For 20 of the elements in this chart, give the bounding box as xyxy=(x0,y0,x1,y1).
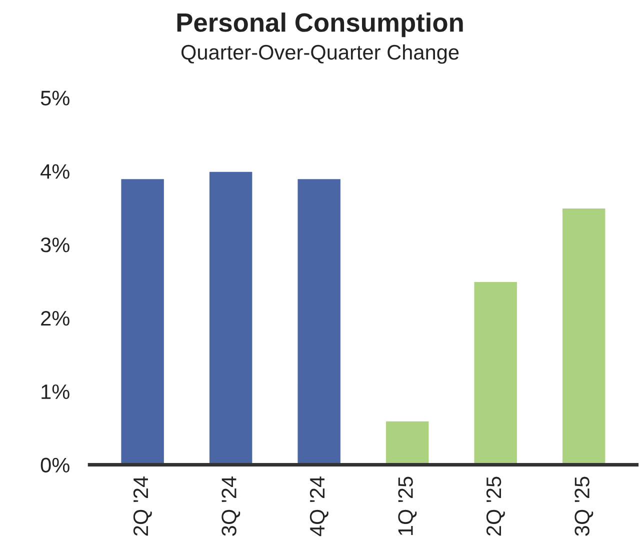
bar xyxy=(120,178,166,465)
y-tick-label: 5% xyxy=(40,90,70,106)
bar xyxy=(208,170,254,465)
x-tick-label: 3Q '25 xyxy=(574,476,594,536)
y-tick-label: 4% xyxy=(40,164,70,179)
bar xyxy=(384,420,430,465)
x-tick-label: 4Q '24 xyxy=(310,476,328,536)
x-tick-label: 1Q '25 xyxy=(398,476,417,536)
x-tick-label: 2Q '24 xyxy=(133,476,152,536)
y-tick-label: 2% xyxy=(41,310,70,326)
bar xyxy=(561,207,607,465)
x-tick-label: 3Q '24 xyxy=(222,476,240,536)
chart-subtitle: Quarter-Over-Quarter Change xyxy=(181,44,459,64)
x-tick-label: 2Q '25 xyxy=(486,476,505,536)
y-tick-label: 1% xyxy=(42,384,70,400)
bar xyxy=(296,178,342,465)
y-tick-label: 3% xyxy=(40,238,70,252)
chart-title: Personal Consumption xyxy=(177,12,463,38)
y-tick-label: 0% xyxy=(40,458,70,473)
bar xyxy=(472,280,518,465)
